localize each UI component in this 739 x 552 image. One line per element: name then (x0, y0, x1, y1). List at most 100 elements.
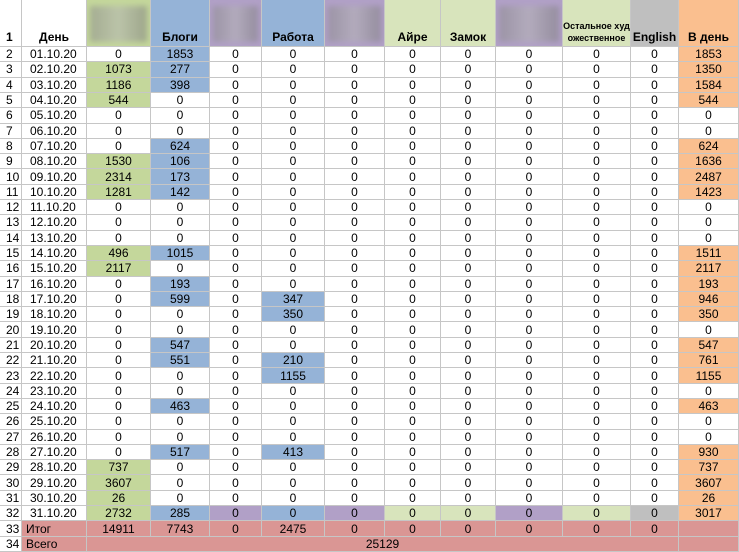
value-cell: 0 (441, 490, 496, 507)
value-cell: 0 (631, 169, 679, 185)
value-cell: 1015 (151, 245, 210, 262)
value-cell: 0 (151, 108, 210, 124)
column-header: Блоги (151, 0, 210, 47)
value-cell: 0 (151, 383, 210, 399)
total-cell: 7743 (151, 521, 210, 537)
value-cell: 0 (210, 92, 262, 109)
value-cell: 0 (496, 169, 563, 185)
value-cell: 0 (441, 47, 496, 63)
value-cell: 0 (210, 353, 262, 369)
value-cell: 0 (631, 337, 679, 354)
value-cell: 0 (262, 460, 325, 476)
value-cell: 0 (563, 47, 631, 63)
value-cell: 0 (325, 337, 385, 354)
total-cell: 0 (563, 521, 631, 537)
value-cell: 0 (441, 261, 496, 277)
row-number: 28 (0, 444, 22, 461)
total-cell: 0 (325, 521, 385, 537)
value-cell: 0 (563, 506, 631, 522)
value-cell: 0 (325, 230, 385, 246)
value-cell: 0 (385, 383, 441, 399)
value-cell: 0 (262, 47, 325, 63)
value-cell: 463 (151, 398, 210, 415)
value-cell: 0 (87, 322, 151, 338)
value-cell: 0 (441, 429, 496, 445)
value-cell: 0 (151, 261, 210, 277)
value-cell: 0 (151, 123, 210, 139)
date-cell: 18.10.20 (22, 307, 87, 323)
value-cell: 547 (151, 337, 210, 354)
value-cell: 0 (496, 368, 563, 384)
value-cell: 0 (385, 138, 441, 155)
row-number: 16 (0, 261, 22, 277)
value-cell: 0 (325, 47, 385, 63)
value-cell: 0 (496, 77, 563, 93)
row-number: 14 (0, 230, 22, 246)
value-cell: 0 (631, 383, 679, 399)
date-cell: 27.10.20 (22, 444, 87, 461)
value-cell: 0 (563, 444, 631, 461)
value-cell: 0 (385, 123, 441, 139)
value-cell: 0 (210, 62, 262, 78)
value-cell: 624 (151, 138, 210, 155)
date-cell: 03.10.20 (22, 77, 87, 93)
value-cell: 0 (441, 184, 496, 201)
value-cell: 0 (87, 108, 151, 124)
value-cell: 0 (385, 291, 441, 308)
value-cell: 0 (385, 200, 441, 216)
value-cell: 2487 (679, 169, 739, 185)
column-header: Айре (385, 0, 441, 47)
value-cell: 1853 (151, 47, 210, 63)
value-cell: 0 (210, 322, 262, 338)
value-cell: 0 (679, 383, 739, 399)
date-cell: 19.10.20 (22, 322, 87, 338)
grand-total-cell (679, 536, 739, 552)
value-cell: 0 (385, 108, 441, 124)
value-cell: 0 (441, 383, 496, 399)
value-cell: 0 (563, 261, 631, 277)
value-cell: 0 (325, 490, 385, 507)
row-number: 6 (0, 108, 22, 124)
value-cell: 0 (563, 398, 631, 415)
value-cell: 3607 (679, 475, 739, 491)
date-cell: 06.10.20 (22, 123, 87, 139)
date-cell: 21.10.20 (22, 353, 87, 369)
total-label: Итог (22, 521, 87, 537)
value-cell: 0 (325, 200, 385, 216)
value-cell: 0 (385, 353, 441, 369)
date-cell: 05.10.20 (22, 108, 87, 124)
value-cell: 0 (441, 200, 496, 216)
total-cell: 2475 (262, 521, 325, 537)
value-cell: 0 (496, 276, 563, 292)
value-cell: 0 (441, 337, 496, 354)
value-cell: 0 (210, 307, 262, 323)
value-cell: 0 (262, 123, 325, 139)
date-cell: 23.10.20 (22, 383, 87, 399)
grand-total-label: Всего (22, 536, 87, 552)
value-cell: 0 (563, 230, 631, 246)
value-cell: 0 (563, 383, 631, 399)
row-number: 34 (0, 536, 22, 552)
value-cell: 0 (385, 92, 441, 109)
row-number: 1 (0, 0, 22, 47)
value-cell: 0 (441, 230, 496, 246)
value-cell: 0 (325, 92, 385, 109)
value-cell: 0 (441, 138, 496, 155)
value-cell: 0 (441, 460, 496, 476)
value-cell: 0 (631, 184, 679, 201)
value-cell: 0 (496, 475, 563, 491)
row-number: 3 (0, 62, 22, 78)
value-cell: 0 (262, 490, 325, 507)
date-cell: 20.10.20 (22, 337, 87, 354)
column-header: Работа (262, 0, 325, 47)
value-cell: 0 (325, 322, 385, 338)
value-cell: 624 (679, 138, 739, 155)
value-cell: 0 (631, 368, 679, 384)
value-cell: 0 (385, 322, 441, 338)
value-cell: 26 (87, 490, 151, 507)
value-cell: 193 (679, 276, 739, 292)
value-cell: 1511 (679, 245, 739, 262)
row-number: 12 (0, 200, 22, 216)
value-cell: 0 (262, 169, 325, 185)
value-cell: 0 (631, 291, 679, 308)
